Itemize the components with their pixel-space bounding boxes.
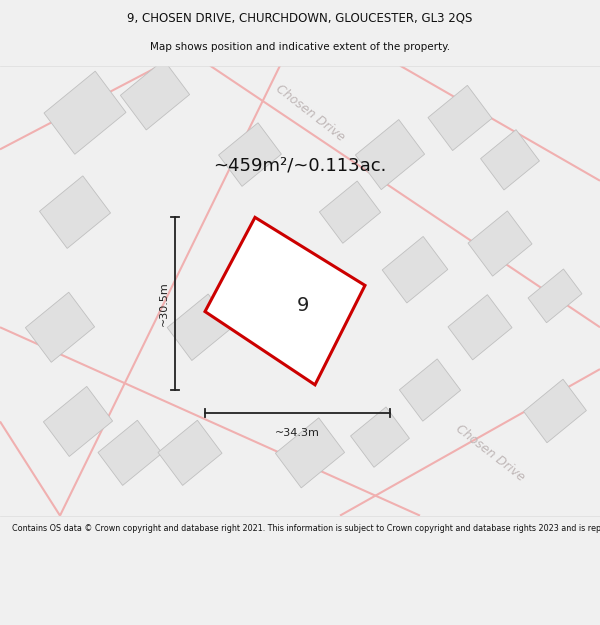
Polygon shape xyxy=(44,71,126,154)
Polygon shape xyxy=(428,86,492,151)
Polygon shape xyxy=(25,292,95,362)
Text: 9, CHOSEN DRIVE, CHURCHDOWN, GLOUCESTER, GL3 2QS: 9, CHOSEN DRIVE, CHURCHDOWN, GLOUCESTER,… xyxy=(127,12,473,25)
Polygon shape xyxy=(167,294,233,361)
Text: Contains OS data © Crown copyright and database right 2021. This information is : Contains OS data © Crown copyright and d… xyxy=(12,524,600,533)
Polygon shape xyxy=(40,176,110,248)
Polygon shape xyxy=(98,420,162,486)
Polygon shape xyxy=(218,122,281,186)
Polygon shape xyxy=(319,181,380,243)
Text: Map shows position and indicative extent of the property.: Map shows position and indicative extent… xyxy=(150,42,450,52)
Text: ~30.5m: ~30.5m xyxy=(159,281,169,326)
Text: ~459m²/~0.113ac.: ~459m²/~0.113ac. xyxy=(214,156,386,174)
Text: Chosen Drive: Chosen Drive xyxy=(453,422,527,484)
Text: ~34.3m: ~34.3m xyxy=(275,428,320,438)
Polygon shape xyxy=(121,60,190,130)
Polygon shape xyxy=(481,129,539,190)
Polygon shape xyxy=(158,420,222,486)
Polygon shape xyxy=(205,217,365,385)
Polygon shape xyxy=(524,379,586,442)
Text: 9: 9 xyxy=(297,296,309,314)
Polygon shape xyxy=(382,236,448,303)
Polygon shape xyxy=(350,407,409,468)
Polygon shape xyxy=(355,119,425,189)
Polygon shape xyxy=(468,211,532,276)
Polygon shape xyxy=(275,418,344,488)
Polygon shape xyxy=(448,294,512,360)
Polygon shape xyxy=(43,386,113,456)
Text: Chosen Drive: Chosen Drive xyxy=(273,82,347,144)
Polygon shape xyxy=(528,269,582,322)
Polygon shape xyxy=(400,359,461,421)
